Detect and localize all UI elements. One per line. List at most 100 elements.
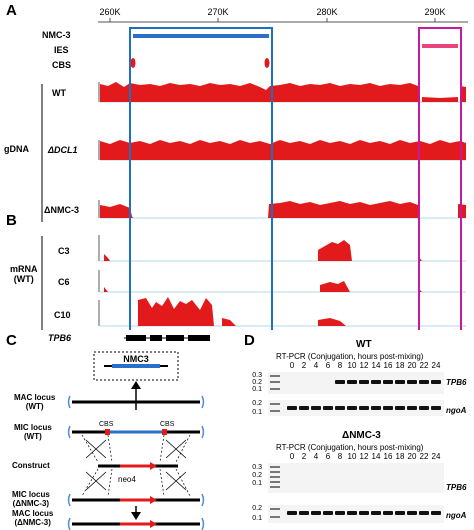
dnmc3-tpb6-ladder-0.3: 0.3 [252, 464, 262, 471]
wt-tpb6-band-16 [383, 380, 393, 384]
wt-ngoa-band-16 [383, 406, 393, 410]
mrna-c3-track [104, 240, 422, 261]
wt-tpb6-ladder-0.1: 0.1 [252, 386, 262, 393]
gdna-label-dcl1: ΔDCL1 [48, 145, 78, 155]
dnmc3-ngoa-band-0 [287, 511, 297, 515]
wt-tpb6-ladder-band-0 [270, 375, 280, 377]
wt-lane-22: 22 [420, 361, 429, 370]
gel-wt-subtitle: RT-PCR (Conjugation, hours post-mixing) [276, 352, 424, 361]
cbs-right-box [162, 429, 167, 435]
gel-wt-title: WT [356, 339, 372, 350]
mac-dnmc3-label: MAC locus (ΔNMC-3) [12, 509, 53, 527]
wt-ngoa-band-22 [419, 406, 429, 410]
dnmc3-lane-4: 4 [314, 452, 319, 461]
dnmc3-ngoa-band-4 [311, 511, 321, 515]
wt-lane-16: 16 [384, 361, 393, 370]
gdna-label-dnmc3: ΔNMC-3 [44, 205, 79, 215]
tpb6-gene-model [124, 335, 210, 341]
nmc3-highlight-box [129, 27, 273, 330]
mic-dnmc3-label-l2: (ΔNMC-3) [12, 499, 50, 508]
dnmc3-lane-18: 18 [396, 452, 405, 461]
gel-dnmc3-title: ΔNMC-3 [342, 430, 381, 441]
wt-tpb6-band-10 [347, 380, 357, 384]
axis-tick-290k: 290K [424, 7, 445, 17]
gel-wt-tpb6-label: TPB6 [446, 378, 467, 387]
cbs-left-marker [130, 58, 136, 68]
wt-lane-4: 4 [314, 361, 319, 370]
crossover-right-upper [165, 439, 187, 459]
dnmc3-tpb6-ladder-band-2 [270, 476, 280, 478]
mrna-c10-track [138, 297, 346, 326]
dnmc3-ngoa-ladder-band-1 [270, 516, 280, 518]
wt-tpb6-band-22 [419, 380, 429, 384]
ies-element-bar [422, 44, 458, 48]
wt-lane-6: 6 [326, 361, 331, 370]
dnmc3-ngoa-band-20 [407, 511, 417, 515]
ies-highlight-box [418, 27, 462, 330]
wt-ngoa-band-0 [287, 406, 297, 410]
dnmc3-tpb6-ladder-band-3 [270, 481, 280, 483]
gel-dnmc3-subtitle: RT-PCR (Conjugation, hours post-mixing) [276, 443, 424, 452]
wt-ngoa-ladder-band-0 [270, 403, 280, 405]
gene-label-tpb6: TPB6 [48, 333, 72, 343]
dnmc3-lane-16: 16 [384, 452, 393, 461]
wt-ngoa-band-24 [431, 406, 441, 410]
panel-letter-d: D [244, 332, 255, 349]
dnmc3-tpb6-ladder-0.1: 0.1 [252, 480, 262, 487]
wt-lane-18: 18 [396, 361, 405, 370]
wt-lane-12: 12 [360, 361, 369, 370]
wt-tpb6-ladder-band-1 [270, 381, 280, 383]
crossover-left-lower [85, 471, 107, 491]
dnmc3-tpb6-ladder-band-1 [270, 471, 280, 473]
dnmc3-lane-20: 20 [408, 452, 417, 461]
mac-dnmc3-label-l1: MAC locus [12, 509, 54, 518]
dnmc3-ngoa-band-22 [419, 511, 429, 515]
excised-element-box [93, 351, 179, 381]
wt-ngoa-band-10 [347, 406, 357, 410]
mic-wt-label: MIC locus (WT) [14, 423, 52, 441]
dnmc3-ngoa-band-16 [383, 511, 393, 515]
cbs-right-label: CBS [160, 421, 175, 428]
neo4-arrowhead [150, 462, 157, 470]
wt-lane-14: 14 [372, 361, 381, 370]
dnmc3-ngoa-ladder-band-0 [270, 508, 280, 510]
wt-lane-10: 10 [348, 361, 357, 370]
wt-lane-8: 8 [338, 361, 343, 370]
mrna-group-label-line1: mRNA [10, 264, 38, 274]
mrna-label-c6: C6 [58, 277, 70, 287]
dnmc3-ngoa-band-12 [359, 511, 369, 515]
gel-dnmc3-tpb6-label: TPB6 [446, 483, 467, 492]
wt-tpb6-band-18 [395, 380, 405, 384]
dnmc3-lane-14: 14 [372, 452, 381, 461]
mic-wt-label-l1: MIC locus [14, 423, 52, 432]
dnmc3-lane-22: 22 [420, 452, 429, 461]
dnmc3-ngoa-ladder-0.2: 0.2 [252, 505, 262, 512]
gdna-label-wt: WT [52, 88, 66, 98]
nmc3-element-bar [133, 34, 269, 38]
wt-ngoa-band-14 [371, 406, 381, 410]
axis-tick-260k: 260K [99, 7, 120, 17]
dnmc3-lane-6: 6 [326, 452, 331, 461]
dnmc3-lane-0: 0 [290, 452, 295, 461]
wt-ngoa-band-4 [311, 406, 321, 410]
panel-letter-a: A [6, 2, 17, 19]
track-label-ies: IES [54, 45, 69, 55]
wt-lane-2: 2 [302, 361, 307, 370]
gdna-group-label: gDNA [4, 144, 29, 154]
dnmc3-tpb6-ladder-0.2: 0.2 [252, 472, 262, 479]
wt-lane-0: 0 [290, 361, 295, 370]
wt-lane-24: 24 [432, 361, 441, 370]
axis-tick-270k: 270K [207, 7, 228, 17]
mac-dnmc3-label-l2: (ΔNMC-3) [14, 518, 51, 527]
mic-dnmc3-label: MIC locus (ΔNMC-3) [12, 490, 50, 508]
dnmc3-ngoa-ladder-0.1: 0.1 [252, 515, 262, 522]
wt-ngoa-ladder-0.1: 0.1 [252, 409, 262, 416]
wt-ngoa-ladder-0.2: 0.2 [252, 400, 262, 407]
axis-tick-280k: 280K [316, 7, 337, 17]
dnmc3-tpb6-ladder-band-4 [270, 486, 280, 488]
panel-letter-b: B [6, 212, 17, 229]
wt-ngoa-band-2 [299, 406, 309, 410]
gel-wt-ngoa-label: ngoA [446, 406, 467, 415]
